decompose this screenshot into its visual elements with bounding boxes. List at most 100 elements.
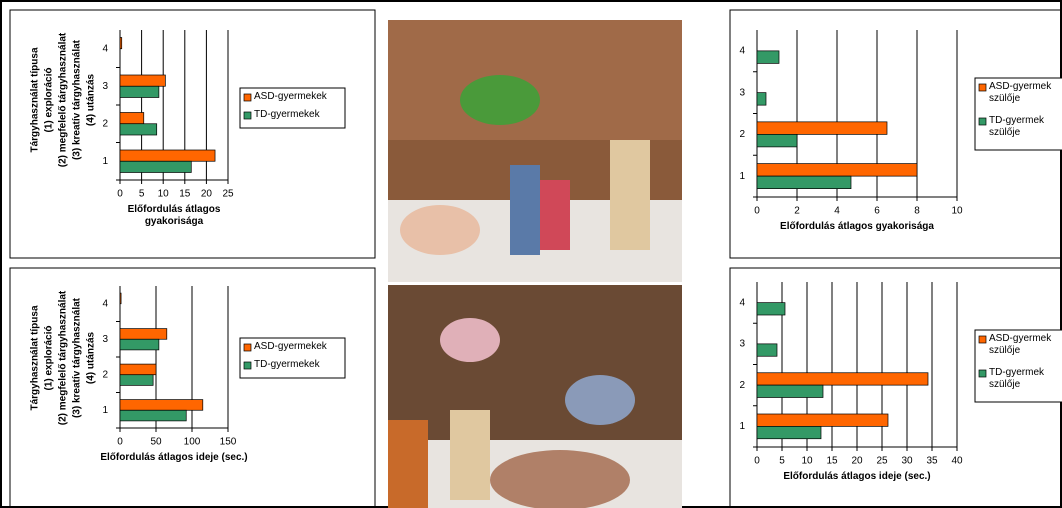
x-tick-label: 25 <box>222 189 234 200</box>
x-tick-label: 50 <box>150 437 162 448</box>
bar <box>756 426 822 440</box>
x-tick-label: 15 <box>179 189 191 200</box>
y-axis-title-line: (1) exploráció <box>44 325 55 390</box>
x-tick-label: 100 <box>184 437 201 448</box>
legend-swatch <box>243 361 252 370</box>
bar <box>119 363 157 376</box>
x-tick-label: 25 <box>876 456 888 467</box>
y-tick-label: 4 <box>739 46 745 57</box>
legend-label: ASD-gyermek szülője <box>989 333 1052 356</box>
bar <box>756 343 778 357</box>
bar <box>756 121 888 135</box>
x-axis-title-box: Előfordulás átlagos gyakorisága <box>127 204 221 227</box>
y-tick-label: 1 <box>102 405 108 416</box>
legend-swatch <box>243 111 252 120</box>
bar <box>756 134 798 148</box>
y-axis-title-line: (3) kreatív tárgyhasználat <box>72 39 83 160</box>
bar <box>119 160 192 173</box>
legend-swatch <box>243 343 252 352</box>
panel-border <box>9 9 376 259</box>
y-axis-title-line: (2) megfelelő tárgyhasználat <box>58 32 69 167</box>
x-axis-title-box: Előfordulás átlagos gyakorisága <box>780 221 934 232</box>
bar <box>756 175 852 189</box>
bar <box>756 163 918 177</box>
bar <box>119 74 166 87</box>
legend-swatch <box>978 117 987 126</box>
y-tick-label: 3 <box>102 81 108 92</box>
legend-label: ASD-gyermek szülője <box>989 81 1052 104</box>
bar <box>756 302 786 316</box>
y-tick-label: 2 <box>102 369 108 380</box>
x-tick-label: 30 <box>901 456 913 467</box>
y-axis-title-line: (2) megfelelő tárgyhasználat <box>58 290 69 425</box>
bar <box>756 92 767 106</box>
y-axis-title-line: (4) utánzás <box>86 73 97 126</box>
legend-swatch <box>978 335 987 344</box>
bar <box>756 50 780 64</box>
legend-label-box: TD-gyermekek <box>254 109 320 120</box>
bar <box>119 85 160 98</box>
y-tick-label: 1 <box>102 156 108 167</box>
bar <box>119 37 123 50</box>
legend-label-box: ASD-gyermekek <box>254 341 327 352</box>
y-tick-label: 1 <box>739 171 745 182</box>
y-tick-label: 3 <box>739 339 745 350</box>
y-axis-title-line: (1) exploráció <box>44 67 55 132</box>
x-tick-label: 0 <box>117 189 123 200</box>
legend-label-box: TD-gyermekek <box>254 359 320 370</box>
y-axis-title: Tárgyhasználat típusa (1) exploráció (2) m… <box>30 32 97 167</box>
legend-label-box: ASD-gyermekek <box>254 91 327 102</box>
y-tick-label: 3 <box>102 334 108 345</box>
legend-swatch <box>243 93 252 102</box>
legend-label: ASD-gyermekek <box>254 341 327 352</box>
x-axis-title: Előfordulás átlagos gyakorisága <box>780 221 934 232</box>
legend-label-box: ASD-gyermek szülője <box>989 81 1052 104</box>
y-tick-label: 4 <box>102 43 108 54</box>
legend-box <box>974 329 1062 403</box>
bar <box>119 123 158 136</box>
legend-label: TD-gyermek szülője <box>989 115 1045 138</box>
x-tick-label: 8 <box>914 206 920 217</box>
y-tick-label: 4 <box>102 298 108 309</box>
x-tick-label: 10 <box>158 189 170 200</box>
x-axis-title: Előfordulás átlagos ideje (sec.) <box>783 471 931 482</box>
y-axis-title-line: Tárgyhasználat típusa <box>30 305 41 410</box>
legend-label: TD-gyermekek <box>254 109 320 120</box>
legend-label-box: TD-gyermek szülője <box>989 367 1044 390</box>
legend-swatch <box>978 369 987 378</box>
x-tick-label: 40 <box>951 456 963 467</box>
legend-label-box: TD-gyermek szülője <box>989 115 1045 138</box>
bar <box>756 372 929 386</box>
x-tick-label: 0 <box>117 437 123 448</box>
x-axis-title: Előfordulás átlagos ideje (sec.) <box>100 452 248 463</box>
y-axis-title-line: Tárgyhasználat típusa <box>30 47 41 152</box>
y-tick-label: 2 <box>102 118 108 129</box>
bar <box>119 292 122 305</box>
x-axis-title: Előfordulás átlagos gyakorisága <box>127 204 221 227</box>
y-axis-title-line: (4) utánzás <box>86 331 97 384</box>
x-tick-label: 35 <box>926 456 938 467</box>
y-tick-label: 2 <box>739 129 745 140</box>
y-tick-label: 2 <box>739 380 745 391</box>
bar <box>756 413 889 427</box>
legend-label: TD-gyermekek <box>254 359 320 370</box>
x-axis-title-box: Előfordulás átlagos ideje (sec.) <box>783 471 931 482</box>
bar <box>119 374 154 386</box>
y-axis-title: Tárgyhasználat típusa (1) exploráció (2) m… <box>30 290 97 425</box>
x-tick-label: 150 <box>220 437 237 448</box>
x-tick-label: 15 <box>826 456 838 467</box>
x-tick-label: 20 <box>201 189 213 200</box>
x-tick-label: 20 <box>851 456 863 467</box>
legend-box <box>239 337 346 379</box>
x-tick-label: 6 <box>874 206 880 217</box>
y-tick-label: 1 <box>739 421 745 432</box>
x-tick-label: 2 <box>794 206 800 217</box>
panel-border <box>729 9 1062 259</box>
legend-box <box>239 87 346 129</box>
legend-box <box>974 77 1062 151</box>
x-tick-label: 0 <box>754 206 760 217</box>
y-axis-title-line: (3) kreatív tárgyhasználat <box>72 297 83 418</box>
y-tick-label: 4 <box>739 297 745 308</box>
x-tick-label: 10 <box>801 456 813 467</box>
bar <box>119 328 168 340</box>
